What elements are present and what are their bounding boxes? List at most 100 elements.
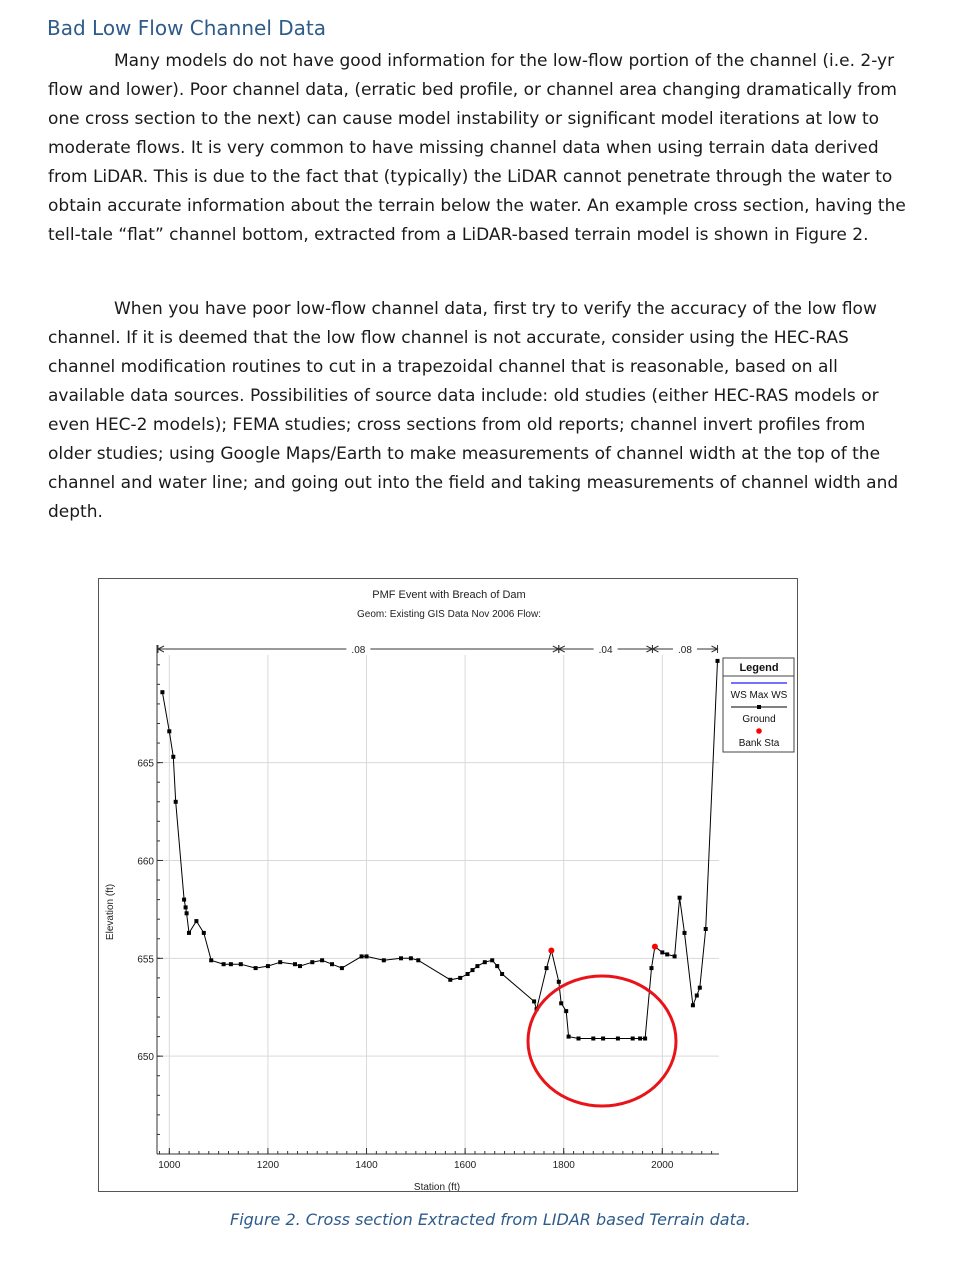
- ground-point: [591, 1036, 596, 1041]
- ground-point: [564, 1009, 569, 1014]
- paragraph-2-text: When you have poor low-flow channel data…: [48, 299, 899, 522]
- ground-point: [601, 1036, 606, 1041]
- ground-point: [171, 754, 176, 759]
- ground-point: [643, 1036, 648, 1041]
- paragraph-1: Many models do not have good information…: [48, 47, 908, 250]
- ground-point: [238, 962, 243, 967]
- ground-point: [470, 968, 475, 973]
- ground-point: [416, 958, 421, 963]
- x-tick-label: 2000: [651, 1160, 674, 1171]
- ground-point: [715, 658, 720, 663]
- ground-point: [660, 950, 665, 955]
- section-heading: Bad Low Flow Channel Data: [47, 16, 327, 40]
- ground-point: [677, 895, 682, 900]
- ground-point: [694, 993, 699, 998]
- ground-point: [544, 966, 549, 971]
- legend-bank-label: Bank Sta: [739, 738, 780, 749]
- figure-caption: Figure 2. Cross section Extracted from L…: [230, 1210, 751, 1229]
- figure-frame: PMF Event with Breach of Dam Geom: Exist…: [98, 578, 798, 1193]
- ground-point: [649, 966, 654, 971]
- ground-point: [703, 927, 708, 931]
- ground-point: [495, 964, 500, 969]
- roughness-label: .08: [678, 645, 692, 656]
- plot-area: 1000 1200 1400 1600 1800 2000 650 655 660 665 .08.…: [137, 645, 720, 1171]
- ground-point: [576, 1036, 581, 1041]
- ground-point: [173, 799, 178, 804]
- ground-point: [184, 911, 189, 916]
- ground-point: [228, 962, 233, 967]
- ground-point: [672, 954, 677, 959]
- roughness-arrowhead: [557, 645, 566, 653]
- paragraph-1-text: Many models do not have good information…: [48, 51, 906, 245]
- ground-point: [330, 962, 334, 967]
- ground-point: [293, 962, 297, 967]
- ground-point: [399, 956, 403, 961]
- x-tick-label: 1800: [553, 1160, 576, 1171]
- y-tick-label: 660: [137, 856, 154, 867]
- ground-point: [475, 964, 480, 969]
- ground-point: [566, 1034, 571, 1039]
- ground-point: [448, 977, 453, 982]
- legend-bank-marker: [756, 728, 762, 734]
- roughness-label: .04: [599, 645, 613, 656]
- x-tick-label: 1400: [355, 1160, 378, 1171]
- ground-point: [381, 958, 386, 963]
- y-tick-label: 650: [137, 1052, 154, 1063]
- ground-point: [221, 962, 226, 967]
- ground-point: [160, 690, 165, 695]
- ground-point: [278, 960, 283, 965]
- ground-point: [187, 930, 191, 935]
- ground-point: [458, 975, 463, 980]
- ground-point: [532, 999, 537, 1004]
- ground-point: [690, 1003, 695, 1008]
- ground-point: [490, 958, 495, 963]
- flat-channel-highlight-circle: [526, 974, 678, 1108]
- chart-title: PMF Event with Breach of Dam: [372, 589, 525, 601]
- chart-subtitle: Geom: Existing GIS Data Nov 2006 Flow:: [357, 609, 541, 620]
- ground-point: [359, 954, 364, 959]
- ground-point: [682, 930, 687, 935]
- x-tick-label: 1200: [257, 1160, 280, 1171]
- ground-point: [665, 952, 670, 957]
- ground-point: [194, 919, 199, 924]
- x-axis-label: Station (ft): [414, 1182, 460, 1191]
- x-tick-label: 1000: [158, 1160, 181, 1171]
- bank-station-point: [548, 947, 555, 954]
- ground-point: [201, 930, 206, 935]
- ground-point: [310, 960, 315, 965]
- ground-point: [638, 1036, 643, 1041]
- y-tick-label: 665: [137, 759, 154, 770]
- roughness-arrowhead: [711, 645, 719, 653]
- legend-ground-label: Ground: [742, 714, 775, 725]
- legend-ground-marker: [757, 705, 761, 709]
- ground-point: [182, 897, 187, 902]
- legend-ws-label: WS Max WS: [731, 690, 788, 701]
- ground-point: [615, 1036, 620, 1041]
- ground-point: [408, 956, 413, 961]
- roughness-arrowhead: [651, 645, 659, 653]
- x-tick-label: 1600: [454, 1160, 477, 1171]
- y-tick-label: 655: [137, 954, 154, 965]
- y-axis-label: Elevation (ft): [105, 884, 116, 940]
- legend-title: Legend: [739, 662, 778, 674]
- ground-point: [465, 972, 470, 976]
- ground-point: [339, 966, 344, 971]
- paragraph-2: When you have poor low-flow channel data…: [48, 295, 908, 527]
- roughness-arrowhead: [156, 645, 165, 653]
- cross-section-chart: PMF Event with Breach of Dam Geom: Exist…: [105, 589, 795, 1193]
- ground-point: [630, 1036, 635, 1041]
- roughness-label: .08: [351, 645, 365, 656]
- ground-point: [364, 954, 369, 959]
- ground-point: [500, 972, 505, 976]
- ground-point: [298, 964, 302, 969]
- ground-point: [559, 1001, 564, 1006]
- ground-point: [482, 960, 487, 965]
- ground-point: [556, 979, 561, 984]
- ground-point: [253, 966, 258, 971]
- ground-point: [167, 729, 172, 734]
- legend: Legend WS Max WS Ground Bank Sta: [722, 657, 795, 753]
- bank-station-point: [651, 943, 658, 950]
- ground-point: [265, 964, 270, 969]
- ground-point: [209, 958, 214, 963]
